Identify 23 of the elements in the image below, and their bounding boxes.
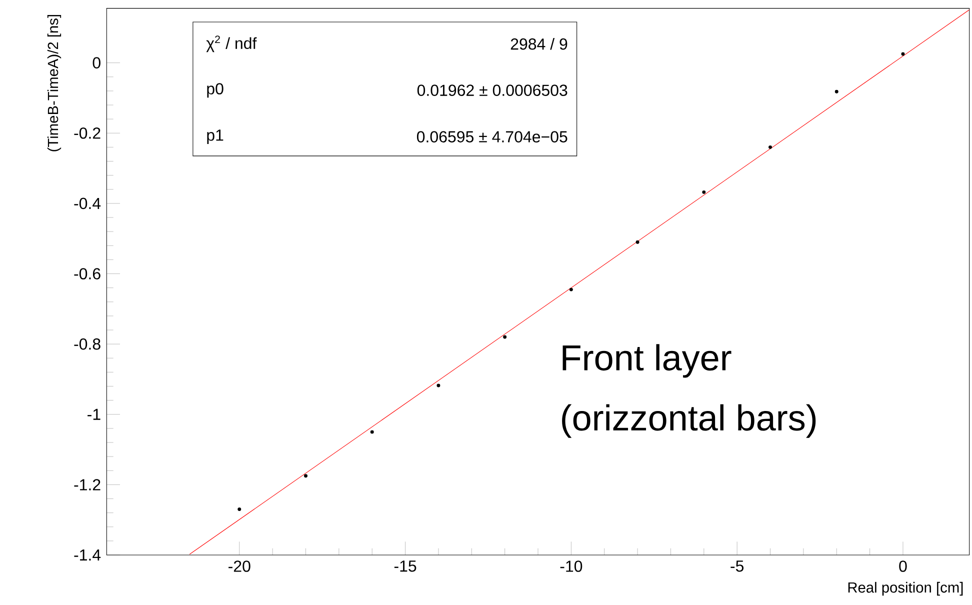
- y-tick-label: -1.2: [74, 479, 100, 490]
- y-tick-label: -1.4: [74, 549, 101, 560]
- y-tick-label: -0.6: [74, 268, 100, 280]
- x-tick-label: -15: [394, 560, 416, 572]
- annotation: p0: [207, 83, 224, 98]
- y-tick-label: -1: [88, 408, 100, 420]
- annotation: Front layer: [562, 344, 732, 378]
- annotation: 0.06595 ± 4.704e−05: [416, 131, 568, 142]
- y-tick-label: -0.2: [74, 127, 100, 139]
- annotation: p1: [207, 130, 224, 144]
- y-axis-title: (TimeB-TimeA)/2 [ns]: [47, 14, 62, 152]
- y-tick-label: -0.4: [74, 198, 101, 210]
- annotation: 2984 / 9: [510, 38, 568, 50]
- annotation: (orizzontal bars): [562, 404, 816, 438]
- y-tick-label: 0: [92, 57, 100, 68]
- annotation: 0.01962 ± 0.0006503: [417, 84, 568, 96]
- x-tick-label: 0: [899, 560, 907, 572]
- x-axis-title: Real position [cm]: [848, 582, 963, 596]
- x-tick-label: -5: [730, 560, 744, 572]
- annotation: χ$^{2}$ / ndf: [206, 36, 257, 52]
- y-tick-label: -0.8: [74, 338, 100, 350]
- x-tick-label: -20: [228, 560, 250, 572]
- x-tick-label: -10: [560, 560, 582, 572]
